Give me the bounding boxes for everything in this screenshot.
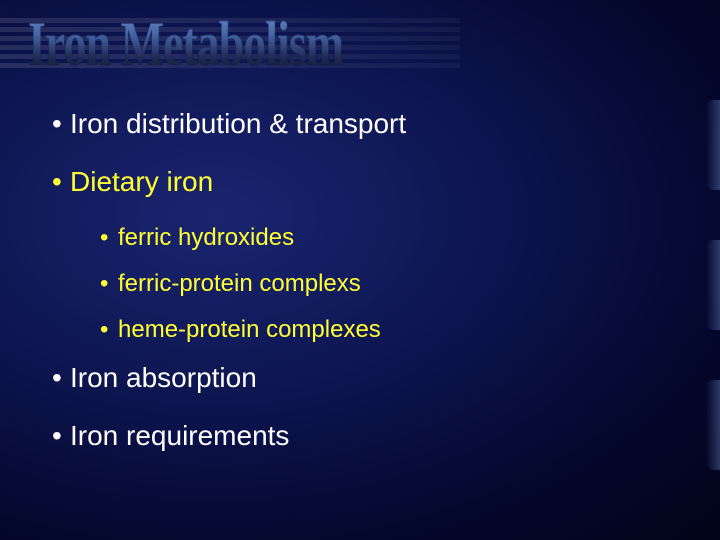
bullet-dot: • (100, 270, 118, 298)
bullet-level1: • Iron absorption (52, 362, 680, 394)
bullet-dot: • (52, 166, 70, 198)
bullet-text: ferric hydroxides (118, 224, 294, 252)
slide-title: Iron Metabolism (28, 8, 343, 80)
bullet-dot: • (100, 316, 118, 344)
bullet-dot: • (52, 108, 70, 140)
bullet-text: ferric-protein complexs (118, 270, 361, 298)
bullet-level2: • ferric-protein complexs (100, 270, 680, 298)
decorative-flare (706, 100, 720, 190)
bullet-dot: • (52, 420, 70, 452)
slide-content: • Iron distribution & transport • Dietar… (52, 108, 680, 478)
bullet-level1: • Iron requirements (52, 420, 680, 452)
bullet-text: Iron absorption (70, 362, 257, 394)
bullet-level2: • ferric hydroxides (100, 224, 680, 252)
bullet-level1: • Iron distribution & transport (52, 108, 680, 140)
bullet-dot: • (100, 224, 118, 252)
bullet-text: Iron requirements (70, 420, 289, 452)
decorative-flare (706, 240, 720, 330)
bullet-level1: • Dietary iron (52, 166, 680, 198)
bullet-text: heme-protein complexes (118, 316, 381, 344)
bullet-text: Dietary iron (70, 166, 213, 198)
decorative-flare (706, 380, 720, 470)
bullet-level2: • heme-protein complexes (100, 316, 680, 344)
bullet-dot: • (52, 362, 70, 394)
bullet-text: Iron distribution & transport (70, 108, 406, 140)
